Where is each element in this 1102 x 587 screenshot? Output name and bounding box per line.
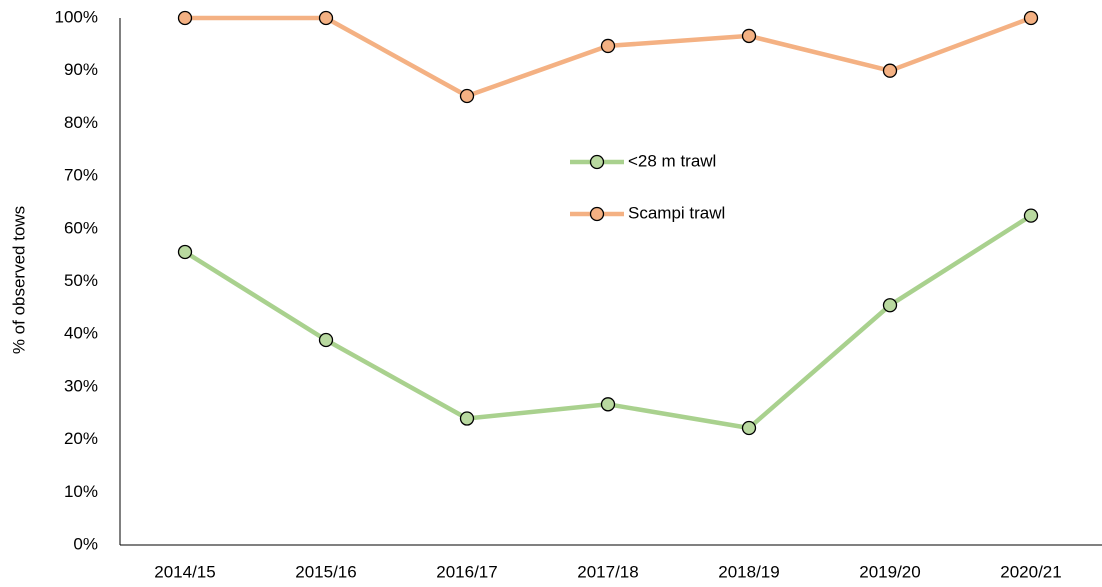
x-tick-label: 2014/15 xyxy=(154,562,215,581)
marker xyxy=(1023,10,1039,26)
x-tick-label: 2015/16 xyxy=(295,562,356,581)
y-tick-label: 60% xyxy=(64,218,98,237)
y-axis-label: % of observed tows xyxy=(9,206,28,354)
marker xyxy=(459,88,475,104)
legend-marker xyxy=(589,206,605,222)
y-tick-label: 50% xyxy=(64,271,98,290)
marker xyxy=(882,63,898,78)
x-tick-label: 2018/19 xyxy=(718,562,779,581)
y-tick-label: 0% xyxy=(73,534,98,553)
y-tick-label: 10% xyxy=(64,482,98,501)
marker xyxy=(1023,208,1039,223)
x-tick-label: 2016/17 xyxy=(436,562,497,581)
series-line xyxy=(185,15,1032,99)
y-tick-label: 90% xyxy=(64,60,98,79)
marker xyxy=(600,38,616,54)
marker xyxy=(741,420,757,436)
marker xyxy=(318,10,334,26)
marker xyxy=(177,244,193,260)
x-tick-label: 2019/20 xyxy=(859,562,920,581)
marker xyxy=(318,332,334,348)
x-tick-label: 2020/21 xyxy=(1000,562,1061,581)
y-tick-label: 30% xyxy=(64,376,98,395)
y-tick-label: 100% xyxy=(55,7,98,26)
legend-label: <28 m trawl xyxy=(628,151,716,170)
x-tick-label: 2017/18 xyxy=(577,562,638,581)
y-tick-label: 20% xyxy=(64,429,98,448)
legend-marker xyxy=(589,154,605,170)
marker xyxy=(459,411,475,426)
legend-label: Scampi trawl xyxy=(628,203,725,222)
marker xyxy=(882,298,898,313)
marker xyxy=(600,397,616,412)
y-tick-label: 40% xyxy=(64,324,98,343)
y-tick-label: 80% xyxy=(64,113,98,132)
marker xyxy=(741,28,757,44)
series-line xyxy=(183,213,1033,431)
marker xyxy=(177,10,193,26)
y-tick-label: 70% xyxy=(64,166,98,185)
